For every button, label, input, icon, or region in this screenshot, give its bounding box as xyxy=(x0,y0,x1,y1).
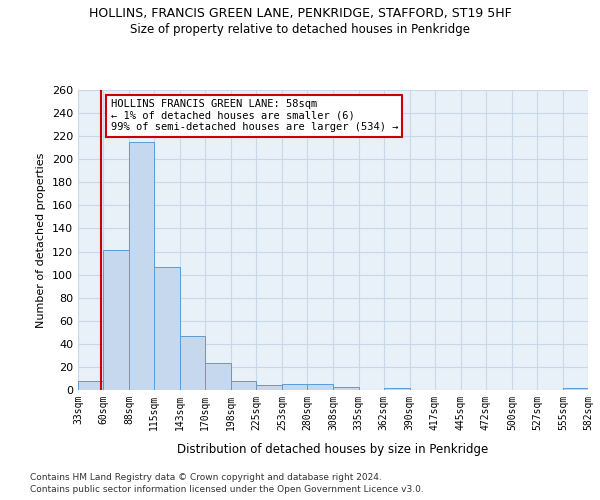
Y-axis label: Number of detached properties: Number of detached properties xyxy=(37,152,46,328)
Text: HOLLINS, FRANCIS GREEN LANE, PENKRIDGE, STAFFORD, ST19 5HF: HOLLINS, FRANCIS GREEN LANE, PENKRIDGE, … xyxy=(89,8,511,20)
Bar xyxy=(334,386,359,390)
Bar xyxy=(180,336,205,390)
Text: Distribution of detached houses by size in Penkridge: Distribution of detached houses by size … xyxy=(178,442,488,456)
Bar xyxy=(154,266,180,390)
Bar xyxy=(78,381,103,390)
Bar xyxy=(205,364,231,390)
Bar xyxy=(103,250,129,390)
Bar xyxy=(307,384,334,390)
Bar xyxy=(283,384,307,390)
Bar xyxy=(383,388,410,390)
Bar xyxy=(129,142,154,390)
Text: Contains public sector information licensed under the Open Government Licence v3: Contains public sector information licen… xyxy=(30,485,424,494)
Text: Size of property relative to detached houses in Penkridge: Size of property relative to detached ho… xyxy=(130,22,470,36)
Text: Contains HM Land Registry data © Crown copyright and database right 2024.: Contains HM Land Registry data © Crown c… xyxy=(30,472,382,482)
Bar xyxy=(256,386,283,390)
Bar xyxy=(231,381,256,390)
Text: HOLLINS FRANCIS GREEN LANE: 58sqm
← 1% of detached houses are smaller (6)
99% of: HOLLINS FRANCIS GREEN LANE: 58sqm ← 1% o… xyxy=(110,99,398,132)
Bar xyxy=(563,388,588,390)
